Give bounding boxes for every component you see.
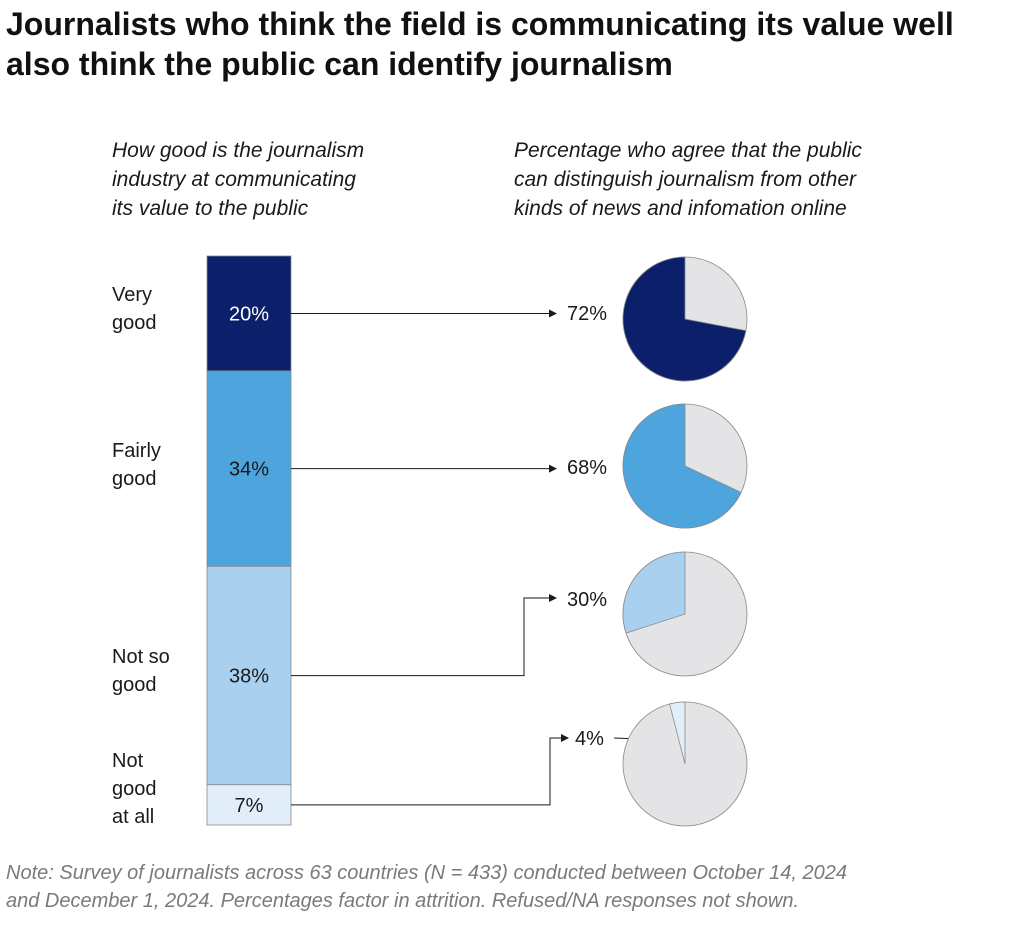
right-subtitle: Percentage who agree that the public can…: [514, 139, 862, 220]
pie-value-label-2: 30%: [567, 589, 607, 611]
bar-value-label-2: 38%: [229, 666, 269, 688]
pie-slice-1: [622, 403, 742, 529]
connector-arrows: [291, 309, 667, 806]
chart-title: Journalists who think the field is commu…: [6, 6, 954, 82]
category-label-1: Fairly good: [112, 440, 161, 490]
connector-line-2: [291, 594, 557, 677]
pie-2: [622, 551, 748, 677]
pie-charts: 72% 68% 30% 4%: [567, 256, 748, 827]
bar-value-label-0: 20%: [229, 303, 269, 325]
connector-line-3: [291, 734, 569, 806]
pie-value-label-3: 4%: [575, 728, 604, 750]
category-label-0: Very good: [112, 284, 157, 334]
pie-value-label-0: 72%: [567, 303, 607, 325]
category-label-2: Not so good: [112, 646, 170, 696]
bar-segment-0: [206, 255, 292, 372]
pie-slice-0: [622, 256, 747, 382]
bar-segment-2: [206, 565, 292, 786]
pie-value-label-1: 68%: [567, 457, 607, 479]
chart-note: Note: Survey of journalists across 63 co…: [6, 862, 848, 912]
pie-slice-3: [669, 701, 686, 765]
left-subtitle: How good is the journalism industry at c…: [112, 139, 365, 220]
bar-segment-1: [206, 370, 292, 567]
stacked-bar: 20% 34% 38% 7%: [206, 255, 292, 826]
category-labels: Very good Fairly good Not so good Not good at al…: [112, 284, 170, 828]
bar-value-label-1: 34%: [229, 459, 269, 481]
category-label-3: Not good at all: [112, 750, 157, 828]
pie-1: [622, 403, 748, 529]
pie-slice-2: [622, 551, 686, 634]
bar-value-label-3: 7%: [235, 795, 264, 817]
pie-0: [622, 256, 748, 382]
bar-segment-3: [206, 784, 292, 826]
pie-3: [622, 701, 748, 827]
